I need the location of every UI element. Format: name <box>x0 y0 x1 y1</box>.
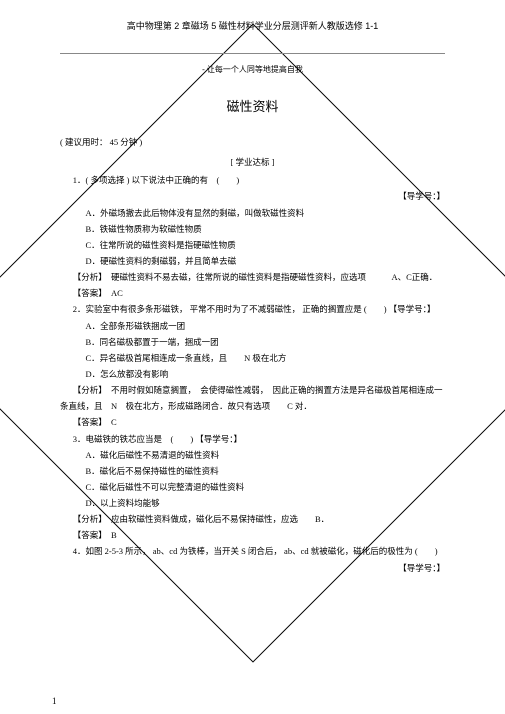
q1-opt-c: C．往常所说的磁性资料是指硬磁性物质 <box>60 237 445 253</box>
q2-opt-a: A．全部条形磁铁捆成一团 <box>60 318 445 334</box>
q1-stem: 1．( 多项选择 ) 以下说法中正确的有 ( ) <box>60 172 445 188</box>
q3-opt-b: B．磁化后不易保持磁性的磁性资料 <box>60 463 445 479</box>
q2-analysis: 【分析】 不用时假如随意搁置， 会使得磁性减弱， 因此正确的搁置方法是异名磁极首… <box>60 382 445 414</box>
q4-stem: 4．如图 2-5-3 所示， ab、cd 为铁棒，当开关 S 闭合后， ab、c… <box>60 543 445 559</box>
doc-header: 高中物理第 2 章磁场 5 磁性材料学业分层测评新人教版选修 1-1 <box>60 18 445 35</box>
q2-stem: 2．实验室中有很多条形磁铁， 平常不用时为了不减弱磁性， 正确的搁置应是 ( )… <box>60 301 445 317</box>
q3-answer: 【答案】 B <box>60 527 445 543</box>
q1-opt-b: B．铁磁性物质称为软磁性物质 <box>60 221 445 237</box>
page-number: 1 <box>52 696 57 706</box>
q2-opt-b: B．同名磁极都置于一端，捆成一团 <box>60 334 445 350</box>
q1-analysis: 【分析】 硬磁性资料不易去磁，往常所说的磁性资料是指硬磁性资料，应选项 A、C正… <box>60 269 445 285</box>
q3-opt-d: D．以上资料均能够 <box>60 495 445 511</box>
q1-answer: 【答案】 AC <box>60 285 445 301</box>
time-note: ( 建议用时： 45 分钟 ) <box>60 134 445 150</box>
q1-opt-d: D．硬磁性资料的剩磁弱，并且简单去磁 <box>60 253 445 269</box>
section-label: [ 学业达标 ] <box>60 154 445 170</box>
q3-opt-c: C．磁化后磁性不可以完整清退的磁性资料 <box>60 479 445 495</box>
q3-analysis: 【分析】 应由软磁性资料做成，磁化后不易保持磁性，应选 B． <box>60 511 445 527</box>
doc-subheader: - 让每一个人同等地提高自我 <box>60 62 445 77</box>
q3-stem: 3．电磁铁的铁芯应当是 ( ) 【导学号：】 <box>60 431 445 447</box>
q1-tag: 【导学号：】 <box>398 188 445 204</box>
page-content: 高中物理第 2 章磁场 5 磁性材料学业分层测评新人教版选修 1-1 - 让每一… <box>0 0 505 576</box>
q2-opt-d: D．怎么放都没有影响 <box>60 366 445 382</box>
page-title: 磁性资料 <box>60 95 445 120</box>
q1-opt-a: A．外磁场撤去此后物体没有显然的剩磁，叫做软磁性资料 <box>60 205 445 221</box>
q4-tag: 【导学号：】 <box>398 560 445 576</box>
q2-answer: 【答案】 C <box>60 414 445 430</box>
q3-opt-a: A．磁化后磁性不易清退的磁性资料 <box>60 447 445 463</box>
divider <box>60 53 445 54</box>
q2-opt-c: C．异名磁极首尾相连成一条直线，且 N 极在北方 <box>60 350 445 366</box>
